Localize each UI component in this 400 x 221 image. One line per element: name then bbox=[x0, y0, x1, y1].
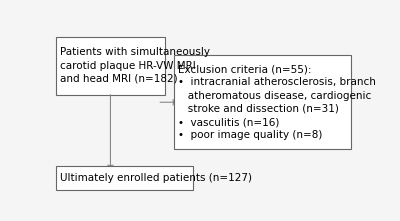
FancyBboxPatch shape bbox=[56, 37, 165, 95]
Text: Ultimately enrolled patients (n=127): Ultimately enrolled patients (n=127) bbox=[60, 173, 252, 183]
Text: Patients with simultaneously
carotid plaque HR-VW MRI
and head MRI (n=182): Patients with simultaneously carotid pla… bbox=[60, 48, 210, 84]
Text: Exclusion criteria (n=55):
•  intracranial atherosclerosis, branch
   atheromato: Exclusion criteria (n=55): • intracrania… bbox=[178, 64, 376, 140]
FancyBboxPatch shape bbox=[174, 55, 351, 149]
FancyBboxPatch shape bbox=[56, 166, 193, 190]
